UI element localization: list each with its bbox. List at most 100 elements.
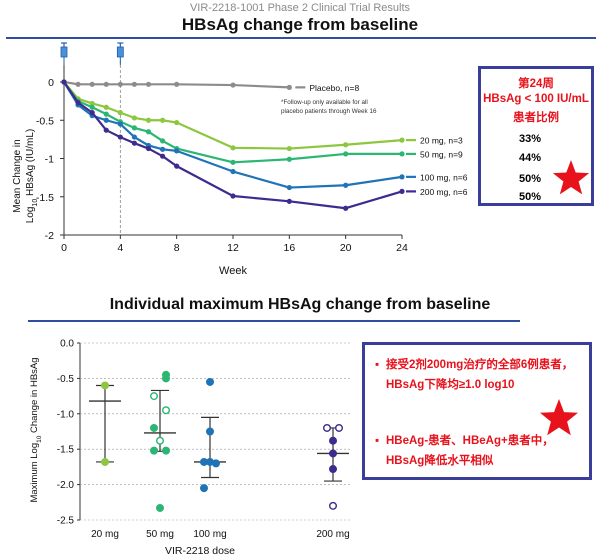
data-point-200-mg-n-6 bbox=[103, 127, 109, 133]
data-point-20-mg-n-3 bbox=[145, 117, 152, 123]
data-point-20-mg bbox=[100, 381, 109, 390]
syringe-icon bbox=[116, 42, 124, 65]
data-point-50-mg bbox=[155, 436, 164, 445]
data-point-100-mg bbox=[211, 459, 220, 468]
bullet-square-icon: ▪ bbox=[375, 359, 380, 371]
x-tick-label: 8 bbox=[174, 242, 180, 254]
data-point-placebo-n-8 bbox=[89, 81, 95, 87]
x-category-label-100-mg: 100 mg bbox=[193, 529, 226, 540]
data-point-100-mg-n-6 bbox=[131, 134, 138, 140]
top-chart-title: HBsAg change from baseline bbox=[181, 15, 419, 34]
group-100-mg bbox=[194, 377, 226, 493]
y-tick-label: -2.5 bbox=[57, 516, 75, 527]
y-tick-label: -1.5 bbox=[57, 445, 75, 456]
y-tick-label: 0.0 bbox=[60, 339, 74, 350]
pct-200mg: 50% bbox=[519, 191, 542, 203]
data-point-50-mg-n-9 bbox=[89, 104, 95, 110]
star-icon bbox=[540, 399, 578, 436]
bottom-chart-axes: 0.0 -0.5 -1.0 -1.5 -2.0 -2.5 20 mg 50 mg 100 mg 2… bbox=[57, 339, 352, 540]
data-point-50-mg-n-9 bbox=[103, 111, 109, 117]
data-point-200-mg bbox=[329, 449, 338, 458]
data-point-20-mg-n-3 bbox=[343, 142, 349, 148]
data-point-200-mg-n-6 bbox=[174, 163, 180, 169]
data-point-50-mg bbox=[149, 392, 158, 401]
top-y-axis-label: Mean Change in Log10 HBsAg (IU/mL) bbox=[12, 129, 39, 224]
placebo-followup-note-line1: *Follow-up only available for all bbox=[281, 99, 368, 106]
week24-heading-threshold: HBsAg < 100 IU/mL bbox=[483, 93, 589, 105]
data-point-100-mg-n-6 bbox=[230, 168, 236, 175]
bottom-x-axis-label: VIR-2218 dose bbox=[165, 545, 235, 557]
top-y-label-sub: 10 bbox=[32, 199, 39, 207]
x-category-label-20-mg: 20 mg bbox=[91, 529, 119, 540]
data-point-100-mg-n-6 bbox=[103, 117, 109, 123]
syringe-barrel bbox=[116, 46, 124, 58]
data-point-50-mg-n-9 bbox=[399, 151, 405, 157]
data-point-200-mg-n-6 bbox=[61, 79, 67, 85]
x-tick-label: 24 bbox=[396, 242, 408, 254]
data-point-20-mg-n-3 bbox=[286, 145, 292, 152]
data-point-200-mg-n-6 bbox=[75, 100, 81, 106]
x-tick-label: 16 bbox=[283, 242, 295, 254]
data-point-200-mg bbox=[329, 436, 338, 445]
week24-heading-week: 第24周 bbox=[518, 78, 554, 90]
data-point-50-mg bbox=[161, 446, 170, 455]
data-point-200-mg-n-6 bbox=[286, 198, 292, 204]
x-tick-label: 4 bbox=[117, 242, 123, 254]
data-point-100-mg bbox=[205, 377, 214, 386]
title-underline-bottom bbox=[28, 320, 520, 322]
data-point-placebo-n-8 bbox=[117, 81, 123, 87]
data-point-placebo-n-8 bbox=[103, 81, 109, 87]
top-chart-series bbox=[61, 79, 405, 211]
top-chart-series-labels: Placebo, n=8 20 mg, n=3 50 mg, n=9 100 mg, … bbox=[295, 83, 468, 197]
summary-bullet-2-text: HBeAg-患者、HBeAg+患者中，HBsAg降低水平相似 bbox=[386, 435, 554, 467]
data-point-200-mg bbox=[329, 465, 338, 474]
bottom-chart-title: Individual maximum HBsAg change from bas… bbox=[109, 296, 491, 313]
data-point-50-mg-n-9 bbox=[343, 151, 349, 157]
data-point-50-mg-n-9 bbox=[286, 156, 292, 162]
star-icon-shape bbox=[552, 160, 590, 195]
bullet-square-icon: ▪ bbox=[375, 435, 380, 447]
data-point-20-mg-n-3 bbox=[131, 115, 138, 121]
series-200-mg-n-6 bbox=[61, 79, 405, 211]
group-50-mg bbox=[144, 370, 176, 512]
data-point-50-mg-n-9 bbox=[159, 138, 166, 144]
y-tick-label: -2.0 bbox=[57, 480, 75, 491]
data-point-100-mg-n-6 bbox=[343, 182, 349, 188]
data-point-20-mg-n-3 bbox=[103, 104, 109, 110]
data-point-200-mg-n-6 bbox=[117, 134, 123, 140]
data-point-50-mg-n-9 bbox=[131, 125, 138, 131]
data-point-100-mg-n-6 bbox=[174, 148, 180, 154]
x-tick-label: 20 bbox=[340, 242, 352, 254]
y-tick-label: -1.5 bbox=[36, 192, 54, 204]
y-tick-label: 0 bbox=[48, 77, 54, 89]
data-point-200-mg bbox=[323, 423, 332, 432]
summary-bullet-2: ▪ HBeAg-患者、HBeAg+患者中，HBsAg降低水平相似 bbox=[375, 431, 575, 471]
data-point-50-mg bbox=[161, 406, 170, 415]
title-underline-top bbox=[6, 37, 596, 39]
summary-bullet-1-text: 接受2剂200mg治疗的全部6例患者，HBsAg下降均≥1.0 log10 bbox=[386, 359, 574, 391]
week24-response-box: 第24周 HBsAg < 100 IU/mL 患者比例 33% 44% 50% … bbox=[478, 66, 594, 206]
summary-bullet-1: ▪ 接受2剂200mg治疗的全部6例患者，HBsAg下降均≥1.0 log10 bbox=[375, 355, 575, 395]
data-point-100-mg bbox=[199, 484, 208, 493]
bottom-y-label-sub: 10 bbox=[36, 435, 43, 443]
y-tick-label: -2 bbox=[45, 230, 54, 242]
data-point-50-mg bbox=[149, 423, 158, 432]
bottom-y-label-rest: Change in HBsAg bbox=[29, 357, 40, 435]
data-point-50-mg-n-9 bbox=[145, 129, 152, 135]
top-y-axis-label-line2: Log10 HBsAg (IU/mL) bbox=[25, 129, 39, 224]
series-label-50-mg-n-9: 50 mg, n=9 bbox=[420, 149, 463, 159]
top-y-axis-label-line1: Mean Change in bbox=[12, 139, 23, 212]
series-label-20-mg-n-3: 20 mg, n=3 bbox=[420, 136, 463, 146]
y-tick-label: -1 bbox=[45, 154, 54, 166]
data-point-20-mg-n-3 bbox=[230, 145, 236, 151]
data-point-200-mg-n-6 bbox=[230, 193, 236, 199]
series-label-200-mg-n-6: 200 mg, n=6 bbox=[420, 187, 468, 197]
y-tick-label: -1.0 bbox=[57, 409, 75, 420]
data-point-20-mg-n-3 bbox=[174, 119, 180, 126]
pct-100mg: 50% bbox=[519, 173, 542, 185]
data-point-100-mg-n-6 bbox=[399, 174, 405, 180]
pct-50mg: 44% bbox=[519, 152, 542, 164]
x-tick-label: 0 bbox=[61, 242, 67, 254]
top-chart-axes: 0 -0.5 -1 -1.5 -2 0 4 8 12 16 20 24 bbox=[36, 42, 408, 254]
group-200-mg bbox=[317, 423, 349, 510]
